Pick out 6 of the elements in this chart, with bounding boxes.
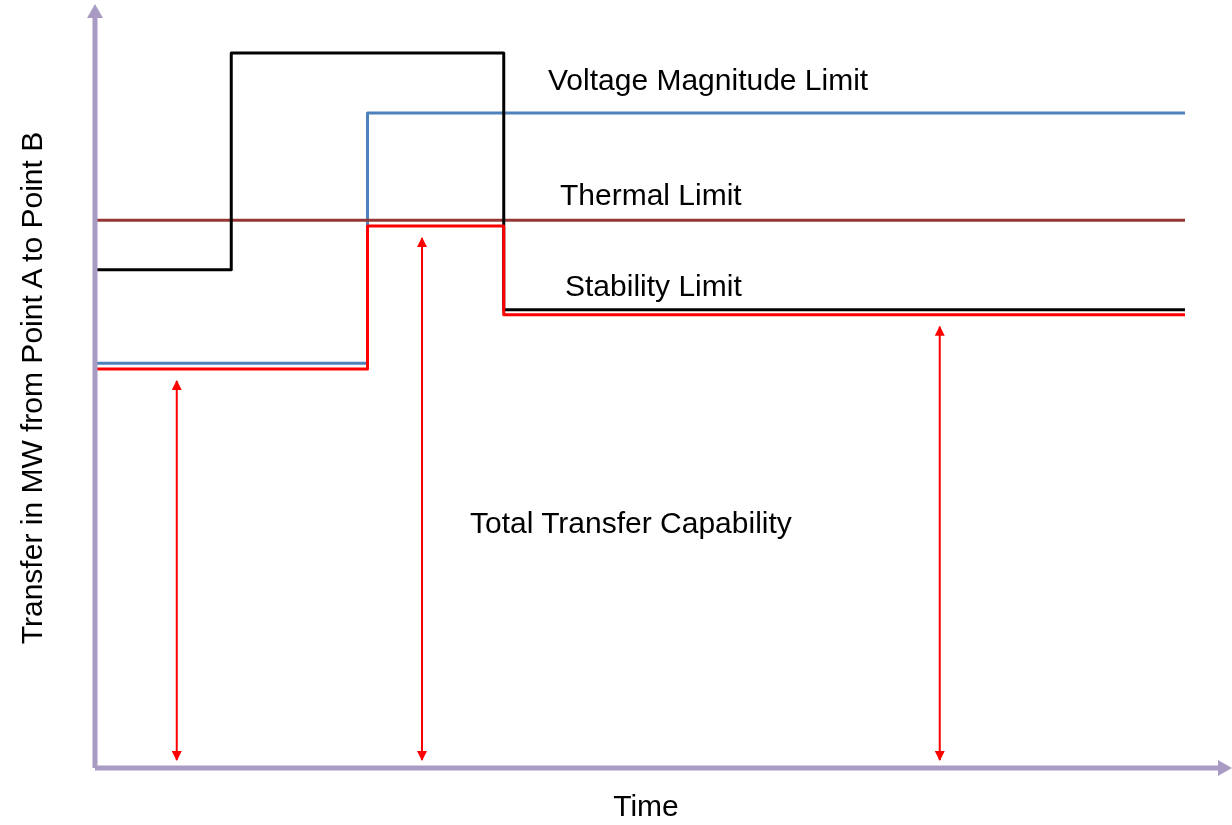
series-label: Thermal Limit: [560, 178, 743, 211]
x-axis-title: Time: [613, 789, 679, 822]
y-axis-title: Transfer in MW from Point A to Point B: [15, 131, 48, 645]
series-label: Stability Limit: [565, 269, 743, 302]
annotation: Total Transfer Capability: [470, 506, 792, 539]
series-label: Voltage Magnitude Limit: [548, 63, 869, 96]
